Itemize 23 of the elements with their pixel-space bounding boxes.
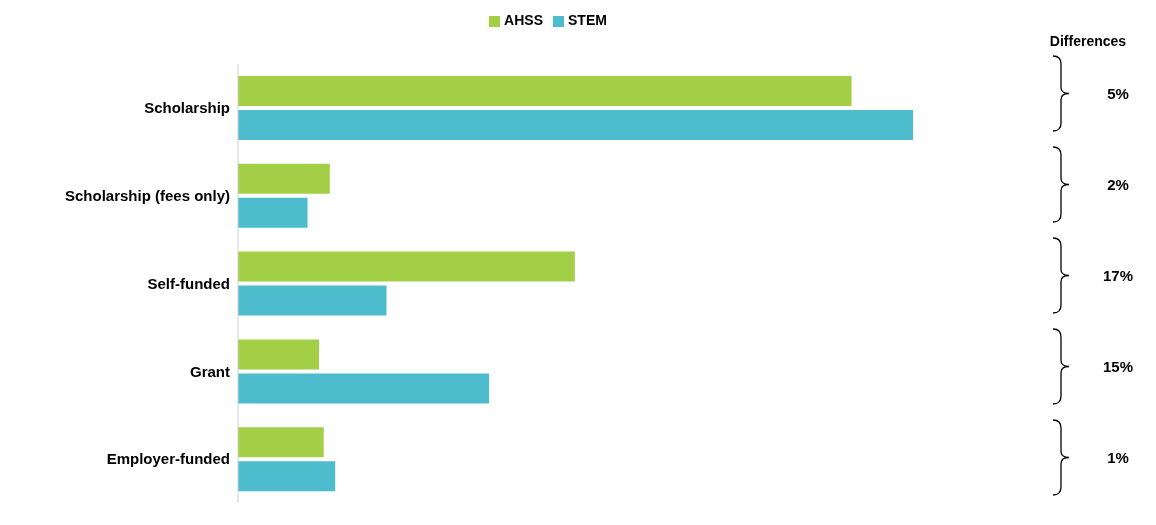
bar [238, 197, 308, 228]
bar [238, 76, 852, 106]
text: 1% [1107, 448, 1129, 466]
bar [238, 461, 336, 492]
text: 15% [1102, 357, 1134, 375]
y-tick-label: Grant [189, 362, 230, 380]
text: Differences [1049, 33, 1127, 49]
legend-label: AHSS [504, 12, 543, 28]
y-tick-label: Scholarship (fees only) [64, 187, 230, 205]
bar [238, 251, 575, 282]
bar [238, 110, 913, 140]
text: 2% [1107, 175, 1129, 193]
bar [238, 427, 324, 458]
y-tick-label: Employer-funded [106, 450, 230, 468]
y-tick-label: Scholarship [144, 99, 230, 117]
bar [238, 285, 387, 316]
text: 5% [1107, 84, 1129, 102]
bar [238, 339, 319, 370]
legend-label: STEM [568, 12, 607, 28]
y-tick-label: Self-funded [147, 274, 230, 292]
text: 17% [1102, 266, 1134, 284]
bar [238, 163, 330, 194]
bar [238, 373, 490, 404]
